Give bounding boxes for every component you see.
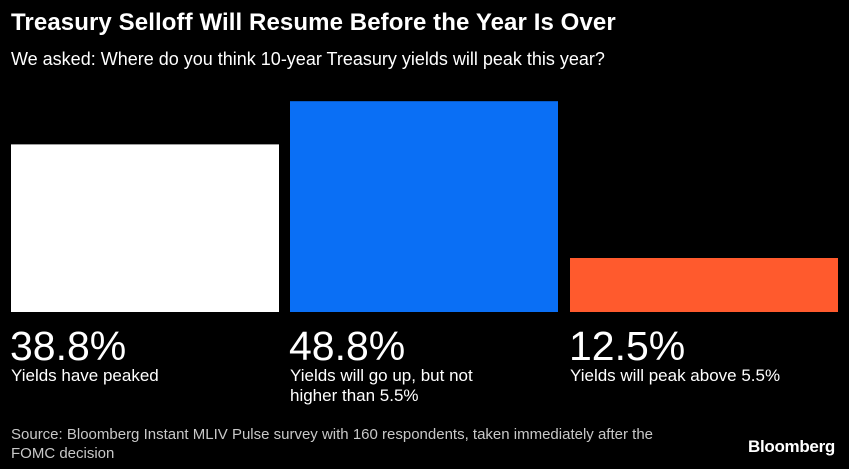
source-note: Source: Bloomberg Instant MLIV Pulse sur… [11, 426, 653, 462]
bloomberg-logo: Bloomberg [747, 437, 835, 456]
category-label-2: Yields will go up, but not higher than 5… [290, 366, 473, 405]
bar-3 [570, 258, 838, 312]
value-label-2: 48.8% [289, 323, 406, 369]
value-label-1: 38.8% [10, 323, 127, 369]
category-label-1: Yields have peaked [11, 366, 159, 385]
value-label-3: 12.5% [569, 323, 686, 369]
bar-1 [11, 144, 279, 312]
bars-area [11, 101, 838, 313]
bar-2 [290, 101, 558, 313]
bar-chart: 38.8% Yields have peaked 48.8% Yields will … [0, 80, 849, 414]
category-label-3: Yields will peak above 5.5% [570, 366, 781, 385]
chart-title: Treasury Selloff Will Resume Before the … [11, 9, 616, 36]
chart-subtitle: We asked: Where do you think 10-year Tre… [11, 49, 605, 69]
